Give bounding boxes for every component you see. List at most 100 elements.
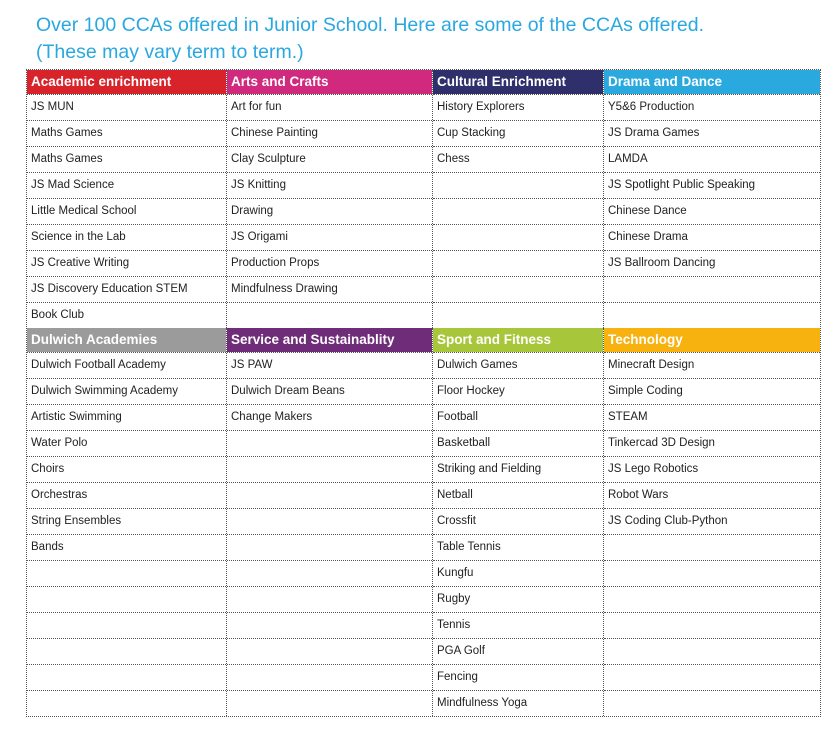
- activity-cell: Art for fun: [227, 94, 432, 120]
- empty-cell: [227, 508, 432, 534]
- empty-cell: [604, 638, 820, 664]
- category-column-cultural-enrichment: Cultural Enrichment History Explorers Cup …: [433, 70, 604, 328]
- empty-cell: [433, 302, 603, 328]
- empty-cell: [604, 690, 820, 716]
- category-column-technology: Technology Minecraft Design Simple Coding S…: [604, 328, 820, 716]
- activity-cell: Drawing: [227, 198, 432, 224]
- activity-cell: JS Coding Club-Python: [604, 508, 820, 534]
- category-column-drama-and-dance: Drama and Dance Y5&6 Production JS Drama G…: [604, 70, 820, 328]
- empty-cell: [604, 276, 820, 302]
- empty-cell: [227, 664, 432, 690]
- activity-cell: LAMDA: [604, 146, 820, 172]
- activity-cell: Table Tennis: [433, 534, 603, 560]
- activity-cell: Clay Sculpture: [227, 146, 432, 172]
- activity-cell: JS Mad Science: [27, 172, 226, 198]
- empty-cell: [227, 690, 432, 716]
- activity-cell: JS Lego Robotics: [604, 456, 820, 482]
- activity-cell: JS Knitting: [227, 172, 432, 198]
- activity-cell: History Explorers: [433, 94, 603, 120]
- category-header: Drama and Dance: [604, 70, 820, 94]
- activity-cell: JS Discovery Education STEM: [27, 276, 226, 302]
- activity-cell: Fencing: [433, 664, 603, 690]
- title-line-2: (These may vary term to term.): [36, 41, 304, 63]
- category-header: Dulwich Academies: [27, 328, 226, 352]
- empty-cell: [227, 456, 432, 482]
- page-title: Over 100 CCAs offered in Junior School. …: [36, 12, 836, 66]
- activity-cell: Basketball: [433, 430, 603, 456]
- activity-cell: JS Drama Games: [604, 120, 820, 146]
- category-header: Sport and Fitness: [433, 328, 603, 352]
- activity-cell: Striking and Fielding: [433, 456, 603, 482]
- empty-cell: [433, 172, 603, 198]
- activity-cell: JS Spotlight Public Speaking: [604, 172, 820, 198]
- activity-cell: Orchestras: [27, 482, 226, 508]
- category-column-service-and-sustainablity: Service and Sustainablity JS PAW Dulwich D…: [227, 328, 433, 716]
- activity-cell: Change Makers: [227, 404, 432, 430]
- activity-cell: Little Medical School: [27, 198, 226, 224]
- activity-cell: Chinese Dance: [604, 198, 820, 224]
- activity-cell: Rugby: [433, 586, 603, 612]
- empty-cell: [604, 302, 820, 328]
- activity-cell: Mindfulness Drawing: [227, 276, 432, 302]
- empty-cell: [227, 638, 432, 664]
- activity-cell: Tinkercad 3D Design: [604, 430, 820, 456]
- category-column-arts-and-crafts: Arts and Crafts Art for fun Chinese Painti…: [227, 70, 433, 328]
- activity-cell: Robot Wars: [604, 482, 820, 508]
- empty-cell: [227, 534, 432, 560]
- empty-cell: [433, 250, 603, 276]
- activity-cell: Crossfit: [433, 508, 603, 534]
- category-header: Service and Sustainablity: [227, 328, 432, 352]
- activity-cell: Minecraft Design: [604, 352, 820, 378]
- empty-cell: [433, 276, 603, 302]
- empty-cell: [604, 560, 820, 586]
- table-section: Academic enrichment JS MUN Maths Games Math…: [27, 70, 820, 328]
- activity-cell: Science in the Lab: [27, 224, 226, 250]
- activity-cell: Chinese Painting: [227, 120, 432, 146]
- activity-cell: Chess: [433, 146, 603, 172]
- cca-table: Academic enrichment JS MUN Maths Games Math…: [26, 69, 821, 717]
- activity-cell: Choirs: [27, 456, 226, 482]
- category-column-dulwich-academies: Dulwich Academies Dulwich Football Academ…: [27, 328, 227, 716]
- empty-cell: [227, 586, 432, 612]
- activity-cell: Netball: [433, 482, 603, 508]
- title-line-1: Over 100 CCAs offered in Junior School. …: [36, 14, 705, 36]
- activity-cell: PGA Golf: [433, 638, 603, 664]
- empty-cell: [27, 560, 226, 586]
- activity-cell: Y5&6 Production: [604, 94, 820, 120]
- activity-cell: Tennis: [433, 612, 603, 638]
- activity-cell: Simple Coding: [604, 378, 820, 404]
- empty-cell: [433, 198, 603, 224]
- category-header: Cultural Enrichment: [433, 70, 603, 94]
- activity-cell: Water Polo: [27, 430, 226, 456]
- activity-cell: Mindfulness Yoga: [433, 690, 603, 716]
- empty-cell: [27, 586, 226, 612]
- activity-cell: JS Creative Writing: [27, 250, 226, 276]
- empty-cell: [227, 612, 432, 638]
- category-header: Academic enrichment: [27, 70, 226, 94]
- activity-cell: Dulwich Dream Beans: [227, 378, 432, 404]
- activity-cell: JS Ballroom Dancing: [604, 250, 820, 276]
- empty-cell: [27, 638, 226, 664]
- empty-cell: [604, 612, 820, 638]
- activity-cell: Football: [433, 404, 603, 430]
- empty-cell: [227, 302, 432, 328]
- empty-cell: [227, 560, 432, 586]
- empty-cell: [27, 612, 226, 638]
- activity-cell: String Ensembles: [27, 508, 226, 534]
- category-header: Technology: [604, 328, 820, 352]
- activity-cell: Bands: [27, 534, 226, 560]
- activity-cell: Chinese Drama: [604, 224, 820, 250]
- category-column-sport-and-fitness: Sport and Fitness Dulwich Games Floor Hock…: [433, 328, 604, 716]
- activity-cell: Book Club: [27, 302, 226, 328]
- activity-cell: Kungfu: [433, 560, 603, 586]
- empty-cell: [27, 664, 226, 690]
- empty-cell: [604, 586, 820, 612]
- activity-cell: JS Origami: [227, 224, 432, 250]
- empty-cell: [604, 534, 820, 560]
- activity-cell: Dulwich Football Academy: [27, 352, 226, 378]
- activity-cell: Dulwich Swimming Academy: [27, 378, 226, 404]
- activity-cell: Maths Games: [27, 120, 226, 146]
- category-header: Arts and Crafts: [227, 70, 432, 94]
- empty-cell: [227, 482, 432, 508]
- activity-cell: Maths Games: [27, 146, 226, 172]
